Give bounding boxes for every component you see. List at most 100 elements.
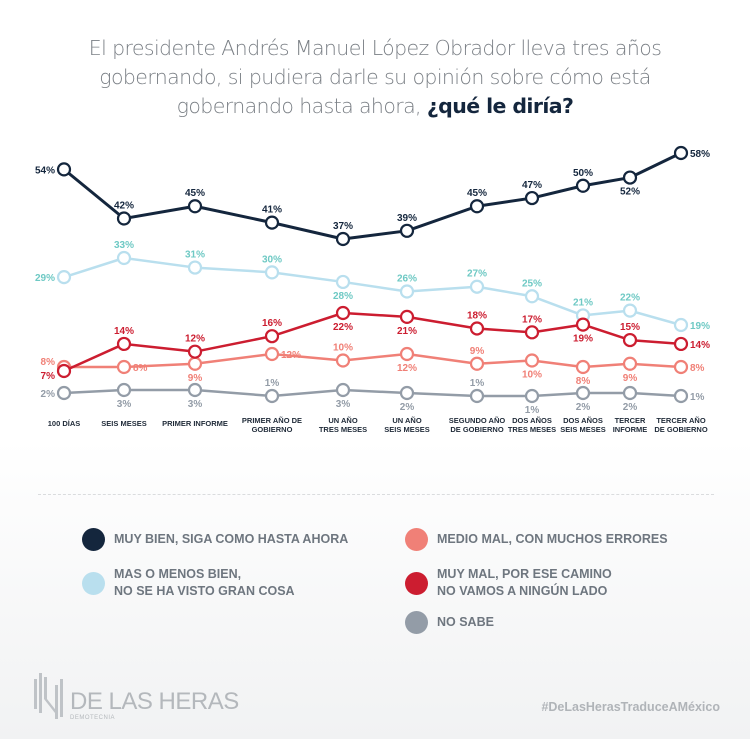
data-point: [622, 170, 638, 185]
data-point: [116, 359, 132, 375]
data-point: [116, 250, 132, 266]
data-label: 12%: [185, 334, 205, 345]
legend-swatch-muy-mal: [405, 571, 428, 595]
data-point: [469, 321, 485, 336]
data-label: 42%: [114, 201, 134, 212]
x-tick-label: UN AÑO TRES MESES: [319, 416, 367, 434]
legend-swatch-no-sabe: [405, 611, 428, 634]
data-label: 19%: [573, 334, 593, 345]
data-point: [399, 385, 415, 401]
data-point: [399, 346, 415, 362]
data-label: 33%: [114, 240, 134, 251]
x-tick-label: SEIS MESES: [101, 419, 146, 428]
data-point: [469, 199, 485, 214]
data-label: 45%: [467, 188, 487, 199]
data-label: 3%: [188, 399, 203, 410]
data-label: 30%: [262, 254, 282, 265]
data-point: [264, 346, 280, 362]
legend-item-muy-mal: MUY MAL, POR ESE CAMINO NO VAMOS A NINGÚ…: [405, 566, 612, 600]
series-line: [63, 151, 682, 241]
line-chart: 100 DÍAS SEIS MESES PRIMER INFORME PRIMER A…: [35, 145, 710, 434]
data-label: 1%: [690, 392, 705, 403]
data-point: [335, 274, 351, 290]
data-point: [56, 363, 72, 379]
legend-label-no-sabe: NO SABE: [437, 615, 494, 629]
data-point: [264, 329, 280, 344]
data-label: 14%: [690, 340, 710, 351]
data-point: [524, 353, 540, 368]
data-point: [56, 162, 72, 177]
legend-item-mas-o-menos: MAS O MENOS BIEN, NO SE HA VISTO GRAN CO…: [82, 566, 295, 600]
data-label: 28%: [333, 291, 353, 302]
data-point: [335, 305, 351, 321]
legend-swatch-medio-mal: [405, 528, 428, 551]
data-point: [469, 388, 485, 404]
data-label: 19%: [690, 321, 710, 332]
data-point: [622, 385, 638, 401]
brand-logo: DE LAS HERAS DEMOTECNIA: [34, 671, 239, 721]
data-point: [575, 385, 591, 401]
data-point: [673, 336, 689, 352]
data-point: [673, 317, 689, 333]
data-label: 8%: [41, 357, 56, 368]
data-label: 2%: [41, 389, 56, 400]
data-label: 58%: [690, 149, 710, 160]
brand-subtitle: DEMOTECNIA: [70, 715, 116, 721]
data-label: 2%: [400, 402, 415, 413]
data-label: 37%: [333, 221, 353, 232]
data-label: 10%: [333, 343, 353, 354]
legend-item-medio-mal: MEDIO MAL, CON MUCHOS ERRORES: [405, 528, 668, 551]
legend-label-muy-bien: MUY BIEN, SIGA COMO HASTA AHORA: [114, 532, 349, 546]
title-text: El presidente Andrés Manuel López Obrado…: [88, 36, 662, 118]
x-tick-label: PRIMER INFORME: [162, 419, 228, 428]
data-point: [116, 382, 132, 398]
data-label: 52%: [620, 187, 640, 198]
legend-label-medio-mal: MEDIO MAL, CON MUCHOS ERRORES: [437, 532, 668, 546]
data-point: [673, 388, 689, 404]
data-point: [56, 385, 72, 401]
data-label: 22%: [333, 322, 353, 333]
data-label: 14%: [114, 326, 134, 337]
legend-swatch-muy-bien: [82, 528, 105, 551]
legend-item-no-sabe: NO SABE: [405, 611, 494, 634]
data-label: 9%: [470, 346, 485, 357]
data-label: 25%: [522, 278, 542, 289]
data-label: 21%: [573, 297, 593, 308]
data-label: 2%: [576, 402, 591, 413]
data-point: [264, 215, 280, 230]
data-point: [399, 284, 415, 299]
data-label: 3%: [117, 399, 132, 410]
data-point: [335, 353, 351, 368]
data-point: [524, 289, 540, 304]
data-label: 26%: [397, 274, 417, 285]
data-point: [187, 260, 203, 275]
data-label: 47%: [522, 180, 542, 191]
data-label: 9%: [188, 373, 203, 384]
data-label: 12%: [397, 363, 417, 374]
legend-label-mas-o-menos: MAS O MENOS BIEN, NO SE HA VISTO GRAN CO…: [114, 567, 295, 598]
data-point: [575, 359, 591, 375]
data-label: 15%: [620, 322, 640, 333]
data-point: [264, 265, 280, 280]
legend-label-muy-mal: MUY MAL, POR ESE CAMINO NO VAMOS A NINGÚ…: [437, 567, 612, 598]
legend-item-muy-bien: MUY BIEN, SIGA COMO HASTA AHORA: [82, 528, 348, 551]
x-tick-label: DOS AÑOS SEIS MESES: [560, 416, 605, 434]
data-point: [399, 309, 415, 324]
data-label: 8%: [690, 363, 705, 374]
data-label: 21%: [397, 326, 417, 337]
series-1: 29% 33% 31% 30% 28% 26% 27% 25% 21% 22% 19%: [35, 240, 710, 333]
data-label: 27%: [467, 269, 487, 280]
data-label: 1%: [470, 378, 485, 389]
data-point: [622, 332, 638, 348]
hashtag: #DeLasHerasTraduceAMéxico: [541, 700, 720, 714]
x-tick-label: UN AÑO SEIS MESES: [384, 416, 429, 434]
data-label: 41%: [262, 205, 282, 216]
data-point: [264, 388, 280, 404]
x-tick-label: 100 DÍAS: [48, 419, 81, 428]
data-point: [673, 145, 689, 161]
brand-name: DE LAS HERAS: [70, 688, 239, 715]
data-label: 31%: [185, 250, 205, 261]
data-label: 7%: [41, 371, 56, 382]
brand-logo-icon: [34, 673, 63, 719]
data-point: [116, 336, 132, 352]
